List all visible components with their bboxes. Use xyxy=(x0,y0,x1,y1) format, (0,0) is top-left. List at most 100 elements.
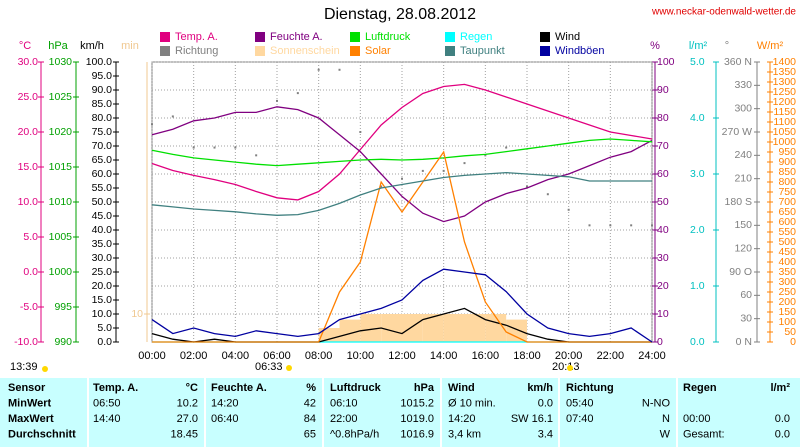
y-tick-label: 1030 xyxy=(49,56,73,68)
y-tick-label: 20.0 xyxy=(92,280,113,292)
table-header: °C xyxy=(186,382,198,394)
table-cell: MaxWert xyxy=(8,413,54,425)
sunshine-bar xyxy=(339,319,361,342)
legend-label: Wind xyxy=(555,31,580,43)
table-header: Richtung xyxy=(566,382,614,394)
table-cell: 65 xyxy=(304,428,316,440)
legend-label: Feuchte A. xyxy=(270,31,323,43)
y-tick-label: 5.0 xyxy=(23,231,38,243)
table-cell: 0.0 xyxy=(538,397,553,409)
legend-swatch xyxy=(160,32,170,42)
y-tick-label: 0.0 xyxy=(97,336,112,348)
y-tick-label: 1300 xyxy=(773,76,797,88)
y-tick-label: 240 xyxy=(734,149,752,161)
y-tick-label: 40.0 xyxy=(92,224,113,236)
sunset-icon xyxy=(567,365,573,371)
y-tick-label: 1015 xyxy=(49,161,73,173)
direction-dot xyxy=(567,208,570,211)
axis-title: °C xyxy=(19,40,31,52)
y-tick-label: 20 xyxy=(657,280,669,292)
day-length: 13:39 xyxy=(10,361,38,373)
table-cell: 1016.9 xyxy=(400,428,434,440)
y-tick-label: 2.0 xyxy=(690,224,705,236)
y-tick-label: 80.0 xyxy=(92,112,113,124)
site-url[interactable]: www.neckar-odenwald-wetter.de xyxy=(651,7,796,18)
y-tick-label: 80 xyxy=(657,112,669,124)
table-cell: 27.0 xyxy=(177,413,198,425)
sunshine-bar xyxy=(422,314,444,342)
table-cell: 1019.0 xyxy=(400,413,434,425)
y-tick-label: 200 xyxy=(778,296,796,308)
direction-dot xyxy=(171,115,174,118)
y-tick-label: 65.0 xyxy=(92,154,113,166)
y-tick-label: 150 xyxy=(734,219,752,231)
y-tick-label: 0 xyxy=(657,336,663,348)
series-line xyxy=(151,106,653,223)
y-tick-label: 55.0 xyxy=(92,182,113,194)
sunshine-bar xyxy=(506,319,527,342)
y-tick-label: 300 xyxy=(778,276,796,288)
legend-label: Regen xyxy=(460,31,492,43)
x-tick-label: 02:00 xyxy=(180,350,208,362)
table-cell: 06:10 xyxy=(330,397,358,409)
sunshine-bar xyxy=(360,314,382,342)
direction-dot xyxy=(546,193,549,196)
table-cell: 14:20 xyxy=(448,413,476,425)
y-tick-label: 4.0 xyxy=(690,112,705,124)
chart-title: Dienstag, 28.08.2012 xyxy=(324,6,476,23)
legend-label: Temp. A. xyxy=(175,31,218,43)
y-tick-label: 1400 xyxy=(773,56,797,68)
y-tick-label: 60 xyxy=(657,168,669,180)
table-cell: N-NO xyxy=(642,397,671,409)
y-tick-label: 5.0 xyxy=(97,322,112,334)
legend-swatch xyxy=(255,46,265,56)
table-cell: Ø 10 min. xyxy=(448,397,496,409)
y-tick-label: 500 xyxy=(778,236,796,248)
table-cell: 42 xyxy=(304,397,316,409)
direction-dot xyxy=(213,146,216,149)
y-tick-label: 30.0 xyxy=(18,56,39,68)
y-tick-label: 995 xyxy=(54,301,72,313)
y-tick-label: 650 xyxy=(778,206,796,218)
y-tick-label: 50 xyxy=(784,326,796,338)
y-tick-label: 120 xyxy=(734,242,752,254)
direction-dot xyxy=(192,146,195,149)
direction-dot xyxy=(401,177,403,180)
y-tick-label: 90.0 xyxy=(92,84,113,96)
table-cell: 0.0 xyxy=(775,413,790,425)
direction-dot xyxy=(380,185,383,188)
y-tick-label: 30.0 xyxy=(92,252,113,264)
y-tick-label: 210 xyxy=(734,172,752,184)
legend-swatch xyxy=(445,46,455,56)
legend-swatch xyxy=(350,32,360,42)
y-tick-label: 10.0 xyxy=(18,196,39,208)
table-cell: Gesamt: xyxy=(683,428,725,440)
y-tick-label: 30 xyxy=(740,312,752,324)
y-tick-label: 50.0 xyxy=(92,196,113,208)
legend-swatch xyxy=(540,46,550,56)
table-cell: 3.4 xyxy=(538,428,553,440)
y-tick-label: 350 xyxy=(778,266,796,278)
table-header: Temp. A. xyxy=(93,382,138,394)
legend-label: Taupunkt xyxy=(460,45,505,57)
table-header: l/m² xyxy=(770,382,790,394)
x-tick-label: 08:00 xyxy=(305,350,333,362)
y-tick-label: 35.0 xyxy=(92,238,113,250)
y-tick-label: 250 xyxy=(778,286,796,298)
y-tick-label: 550 xyxy=(778,226,796,238)
y-tick-label: 360 N xyxy=(724,56,752,68)
table-cell: 0.0 xyxy=(775,428,790,440)
y-tick-label: 1050 xyxy=(773,126,797,138)
table-cell: 06:40 xyxy=(211,413,239,425)
y-tick-label: 85.0 xyxy=(92,98,113,110)
table-cell: 00:00 xyxy=(683,413,711,425)
y-tick-label: 1100 xyxy=(773,116,796,128)
legend-label: Richtung xyxy=(175,45,218,57)
direction-dot xyxy=(296,92,299,95)
x-tick-label: 14:00 xyxy=(430,350,458,362)
y-tick-label: 150 xyxy=(778,306,796,318)
y-tick-label: 0 xyxy=(790,336,796,348)
y-tick-label: 450 xyxy=(778,246,796,258)
legend-swatch xyxy=(160,46,170,56)
